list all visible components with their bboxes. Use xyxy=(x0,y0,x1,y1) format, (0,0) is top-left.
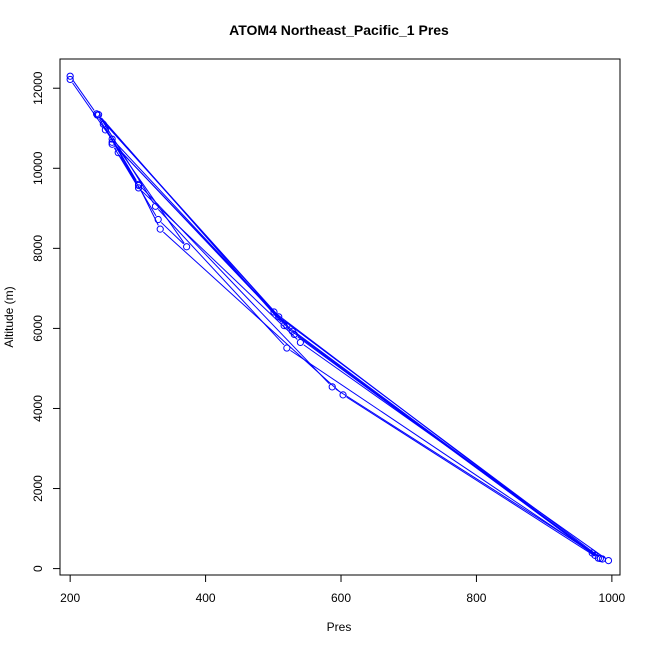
data-point xyxy=(275,313,283,321)
data-point xyxy=(156,225,164,233)
series-segment xyxy=(290,349,598,557)
x-axis: 200 400 600 800 1000 xyxy=(60,574,626,605)
series-segment xyxy=(297,336,590,551)
y-tick-label: 4000 xyxy=(31,395,45,422)
data-point xyxy=(134,180,143,188)
series-segment xyxy=(346,396,596,557)
data-point xyxy=(280,322,288,330)
series-segment xyxy=(114,147,117,150)
series-segment xyxy=(98,118,137,183)
data-point xyxy=(94,111,103,119)
data-point xyxy=(596,554,604,563)
y-tick-label: 0 xyxy=(31,565,45,572)
series-segment xyxy=(162,231,341,393)
x-axis-label: Pres xyxy=(327,620,352,634)
chart-title: ATOM4 Northeast_Pacific_1 Pres xyxy=(229,22,449,38)
data-point xyxy=(66,72,74,80)
data-point xyxy=(134,184,143,192)
series-group xyxy=(66,72,613,565)
y-tick-label: 12000 xyxy=(31,71,45,105)
x-tick-label: 400 xyxy=(196,591,216,605)
data-point xyxy=(108,138,116,146)
series-segment xyxy=(114,144,272,310)
series-segment xyxy=(119,156,157,217)
y-tick-label: 6000 xyxy=(31,315,45,342)
x-tick-label: 1000 xyxy=(599,591,626,605)
data-point xyxy=(591,551,599,559)
data-point xyxy=(183,243,191,251)
y-axis: 0 2000 4000 6000 8000 10000 12000 xyxy=(31,71,61,572)
data-point xyxy=(66,75,74,84)
data-point xyxy=(270,308,278,316)
series-segment xyxy=(72,79,95,111)
data-point xyxy=(151,202,160,210)
series-segment xyxy=(277,314,592,554)
series-segment xyxy=(100,117,154,204)
data-point xyxy=(339,391,347,399)
series-segment xyxy=(335,388,600,558)
x-tick-label: 600 xyxy=(331,591,351,605)
x-tick-label: 800 xyxy=(466,591,486,605)
data-point xyxy=(283,322,291,330)
y-tick-label: 10000 xyxy=(31,151,45,185)
y-tick-label: 2000 xyxy=(31,475,45,502)
data-point xyxy=(283,344,291,352)
y-axis-label: Altitude (m) xyxy=(2,286,16,347)
series-segment xyxy=(107,132,111,136)
series-segment xyxy=(160,222,184,245)
data-point xyxy=(296,338,304,347)
data-point xyxy=(101,126,109,134)
x-tick-label: 200 xyxy=(60,591,80,605)
series-segment xyxy=(141,186,330,385)
data-point xyxy=(108,135,116,143)
y-tick-label: 8000 xyxy=(31,235,45,262)
series-segment xyxy=(141,190,298,340)
data-point xyxy=(290,330,298,339)
data-point xyxy=(328,383,336,391)
data-point xyxy=(114,149,122,157)
data-point xyxy=(154,215,162,224)
series-segment xyxy=(113,147,137,185)
series-segment xyxy=(157,209,285,346)
data-point xyxy=(108,140,116,148)
